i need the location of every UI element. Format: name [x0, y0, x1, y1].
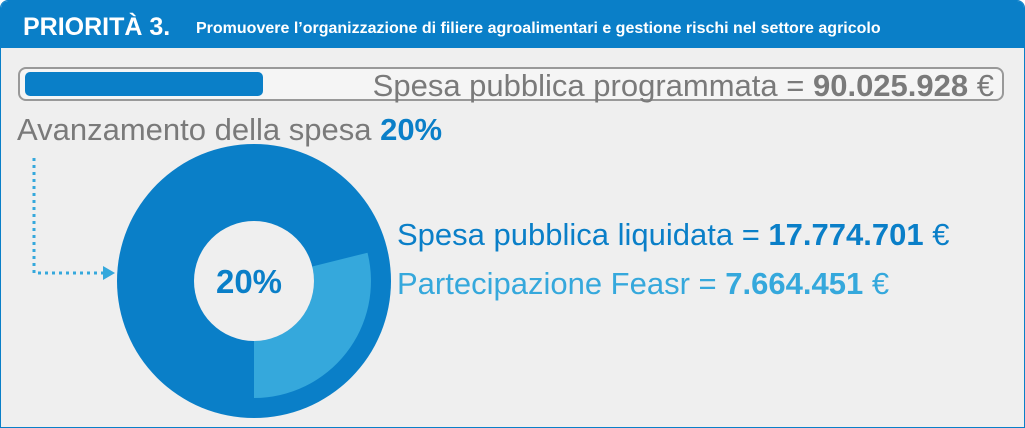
arrowhead: [103, 266, 115, 280]
header-bar: [1, 1, 1024, 48]
currency: €: [932, 217, 950, 252]
progress-fill: [25, 72, 263, 96]
priority-title: Promuovere l’organizzazione di filiere a…: [196, 20, 881, 37]
donut-segment: [254, 252, 371, 398]
value: 20%: [380, 112, 443, 147]
donut-hole: [194, 221, 314, 341]
amount: 17.774.701: [768, 217, 924, 252]
donut-label: 20%: [216, 263, 282, 300]
liquidata: Spesa pubblica liquidata = 17.774.701 €: [397, 217, 949, 253]
feasr: Partecipazione Feasr = 7.664.451 €: [397, 266, 889, 302]
label: Spesa pubblica programmata =: [372, 68, 805, 103]
avanzamento: Avanzamento della spesa 20%: [17, 112, 442, 148]
programmata: Spesa pubblica programmata = 90.025.928 …: [373, 68, 994, 104]
arrow: [32, 158, 105, 275]
label: Partecipazione Feasr =: [397, 266, 717, 301]
label: Spesa pubblica liquidata =: [397, 217, 760, 252]
priority-label: PRIORITÀ 3.: [23, 13, 171, 41]
currency: €: [976, 68, 994, 103]
amount: 7.664.451: [725, 266, 864, 301]
label: Avanzamento della spesa: [17, 112, 372, 147]
currency: €: [871, 266, 890, 301]
amount: 90.025.928: [812, 68, 969, 103]
